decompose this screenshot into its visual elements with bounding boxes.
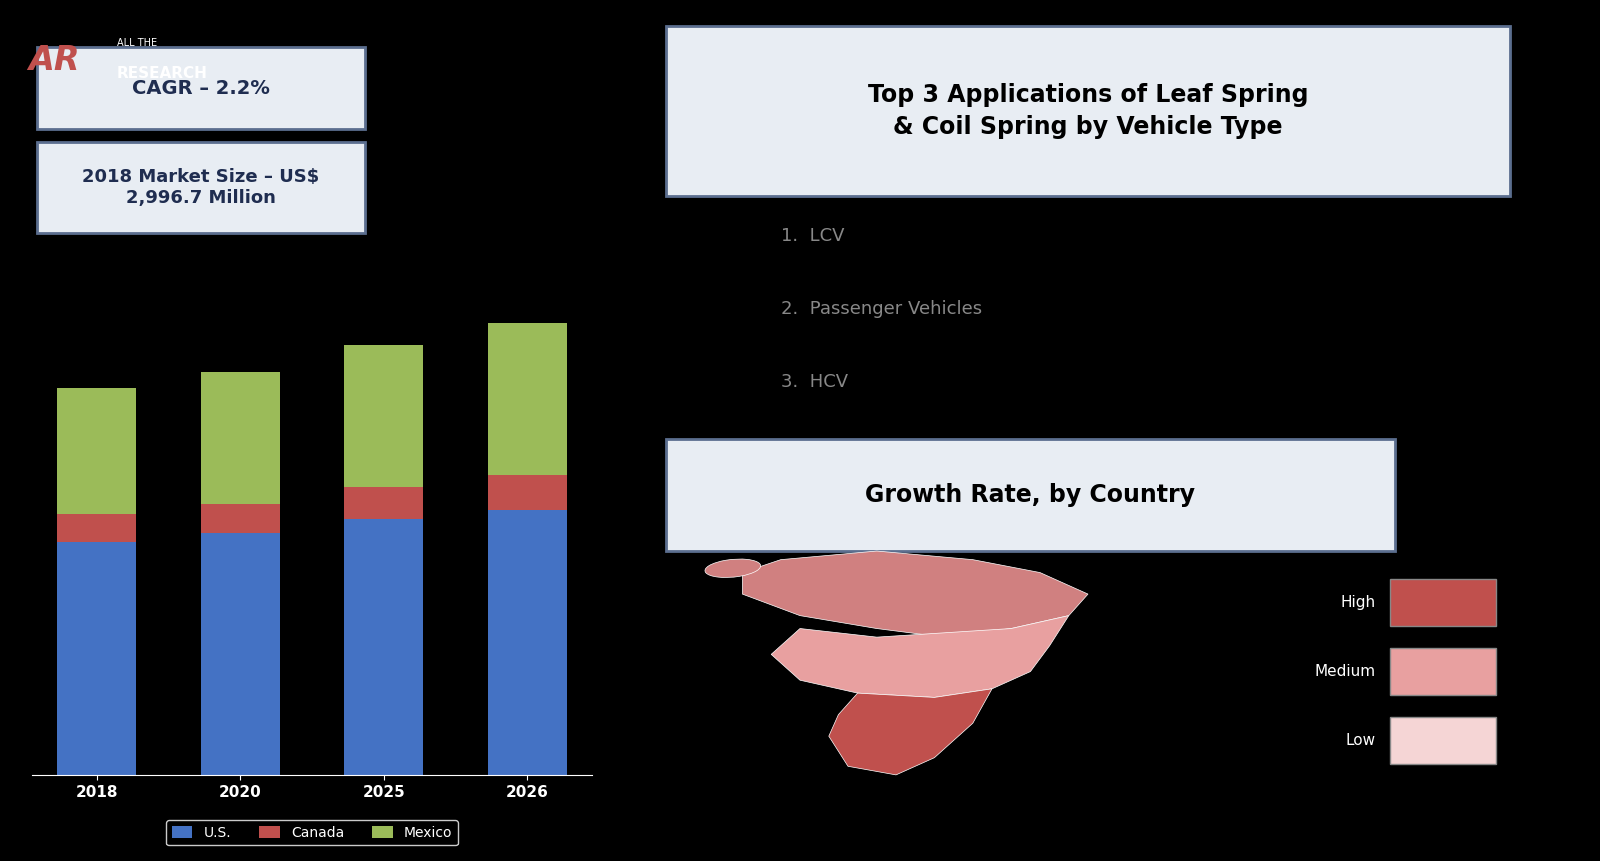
FancyBboxPatch shape xyxy=(37,46,365,129)
Bar xyxy=(488,323,566,475)
FancyBboxPatch shape xyxy=(1390,648,1496,696)
Text: AR: AR xyxy=(29,44,80,77)
Bar xyxy=(488,475,566,510)
Text: Top 3 Applications of Leaf Spring
& Coil Spring by Vehicle Type: Top 3 Applications of Leaf Spring & Coil… xyxy=(867,83,1309,139)
Bar xyxy=(202,504,280,533)
Polygon shape xyxy=(742,551,1088,637)
Text: ALL THE: ALL THE xyxy=(117,38,157,48)
Bar xyxy=(344,486,422,519)
FancyBboxPatch shape xyxy=(666,439,1395,551)
Text: 2018 Market Size – US$
2,996.7 Million: 2018 Market Size – US$ 2,996.7 Million xyxy=(82,168,320,207)
Bar xyxy=(202,533,280,775)
Bar xyxy=(488,510,566,775)
Text: Medium: Medium xyxy=(1315,664,1376,679)
FancyBboxPatch shape xyxy=(37,142,365,232)
Bar xyxy=(58,542,136,775)
Legend: U.S., Canada, Mexico: U.S., Canada, Mexico xyxy=(166,821,458,846)
Text: RESEARCH: RESEARCH xyxy=(117,65,208,81)
Text: 2.  Passenger Vehicles: 2. Passenger Vehicles xyxy=(781,300,982,318)
Bar xyxy=(344,345,422,487)
Bar xyxy=(344,519,422,775)
FancyBboxPatch shape xyxy=(666,26,1510,195)
Text: Growth Rate, by Country: Growth Rate, by Country xyxy=(866,483,1195,507)
Ellipse shape xyxy=(706,559,760,578)
FancyBboxPatch shape xyxy=(1390,716,1496,765)
Polygon shape xyxy=(771,616,1069,697)
Text: 3.  HCV: 3. HCV xyxy=(781,373,848,391)
FancyBboxPatch shape xyxy=(1390,579,1496,627)
Text: Low: Low xyxy=(1346,733,1376,748)
Text: 1.  LCV: 1. LCV xyxy=(781,227,845,245)
Text: High: High xyxy=(1341,595,1376,610)
Bar xyxy=(58,514,136,542)
Bar xyxy=(202,372,280,504)
Bar xyxy=(58,387,136,514)
Text: CAGR – 2.2%: CAGR – 2.2% xyxy=(133,78,270,97)
Polygon shape xyxy=(829,689,992,775)
